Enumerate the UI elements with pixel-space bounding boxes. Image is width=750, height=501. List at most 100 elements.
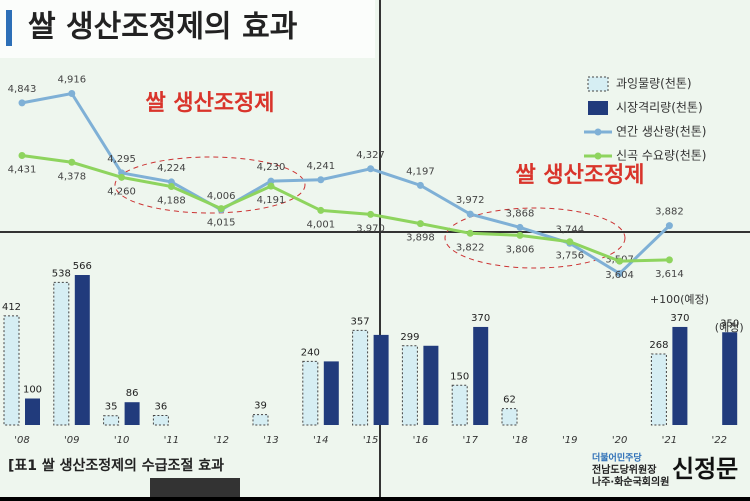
value-label: 357 bbox=[351, 316, 370, 327]
value-label: 4,327 bbox=[356, 150, 385, 161]
value-label: 4,224 bbox=[157, 163, 186, 174]
value-label: 4,431 bbox=[8, 164, 37, 175]
value-label: 4,241 bbox=[306, 161, 335, 172]
point bbox=[68, 158, 76, 166]
x-tick-label: '11 bbox=[164, 435, 179, 446]
point bbox=[516, 223, 524, 231]
bar bbox=[53, 281, 70, 426]
point bbox=[68, 90, 76, 98]
value-label: 3,972 bbox=[456, 195, 485, 206]
x-tick-label: '18 bbox=[512, 435, 527, 446]
value-label: 4,188 bbox=[157, 196, 186, 207]
annotation: (예정) bbox=[715, 321, 744, 334]
value-label: 370 bbox=[471, 313, 490, 324]
value-label: 86 bbox=[126, 388, 139, 399]
point bbox=[267, 177, 275, 185]
x-tick-label: '09 bbox=[64, 435, 79, 446]
value-label: 4,191 bbox=[257, 195, 286, 206]
bar bbox=[373, 334, 389, 425]
point bbox=[466, 229, 474, 237]
value-label: 3,604 bbox=[605, 270, 634, 281]
legend-swatch bbox=[594, 128, 602, 136]
annotation: 쌀 생산조정제 bbox=[515, 163, 644, 188]
sig-name: 신정문 bbox=[672, 455, 738, 483]
bar bbox=[401, 345, 418, 426]
value-label: 35 bbox=[105, 402, 118, 413]
x-tick-label: '08 bbox=[14, 435, 29, 446]
point bbox=[317, 206, 325, 214]
x-tick-label: '19 bbox=[562, 435, 577, 446]
point bbox=[616, 257, 624, 265]
point bbox=[665, 256, 673, 264]
point bbox=[18, 99, 26, 107]
chart-title: 쌀 생산조정제의 효과 bbox=[28, 10, 298, 45]
value-label: 4,230 bbox=[257, 162, 286, 173]
legend-label: 시장격리량(천톤) bbox=[616, 100, 703, 115]
value-label: 36 bbox=[155, 401, 168, 412]
point bbox=[616, 270, 624, 278]
bar bbox=[252, 414, 269, 426]
value-label: 4,006 bbox=[207, 191, 236, 202]
value-label: 3,744 bbox=[555, 224, 584, 235]
value-label: 4,197 bbox=[406, 166, 435, 177]
point bbox=[167, 183, 175, 191]
point bbox=[267, 182, 275, 190]
point bbox=[665, 222, 673, 230]
bar bbox=[302, 360, 319, 426]
value-label: 350 bbox=[720, 318, 739, 329]
x-tick-label: '21 bbox=[662, 435, 677, 446]
point bbox=[416, 220, 424, 228]
point bbox=[466, 210, 474, 218]
value-label: 566 bbox=[73, 261, 92, 272]
value-label: 62 bbox=[503, 395, 516, 406]
value-label: 3,614 bbox=[655, 269, 684, 280]
bar bbox=[323, 361, 339, 425]
point bbox=[367, 165, 375, 173]
value-label: 3,806 bbox=[506, 244, 535, 255]
legend-swatch bbox=[594, 152, 602, 160]
bar bbox=[124, 402, 140, 425]
x-tick-label: '15 bbox=[363, 435, 378, 446]
value-label: 3,970 bbox=[356, 223, 385, 234]
caption: [표1 쌀 생산조정제의 수급조절 효과 bbox=[8, 457, 224, 474]
bar bbox=[672, 326, 688, 425]
x-tick-label: '10 bbox=[114, 435, 129, 446]
value-label: 3,822 bbox=[456, 242, 485, 253]
line bbox=[21, 153, 670, 263]
legend-swatch bbox=[587, 76, 609, 92]
value-label: 240 bbox=[301, 347, 320, 358]
legend-swatch bbox=[588, 101, 608, 115]
x-tick-label: '20 bbox=[612, 435, 627, 446]
bar bbox=[501, 408, 518, 426]
legend-label: 신곡 수요량(천톤) bbox=[616, 148, 706, 163]
bar bbox=[650, 353, 667, 426]
value-label: 4,015 bbox=[207, 218, 236, 229]
title-bar bbox=[6, 10, 12, 46]
point bbox=[317, 176, 325, 184]
x-tick-label: '22 bbox=[711, 435, 726, 446]
point bbox=[217, 205, 225, 213]
point bbox=[118, 173, 126, 181]
annotation: +100(예정) bbox=[650, 293, 709, 306]
stand bbox=[150, 478, 240, 497]
x-tick-label: '12 bbox=[213, 435, 228, 446]
point bbox=[516, 231, 524, 239]
bar bbox=[3, 315, 20, 426]
bar bbox=[74, 275, 90, 425]
point bbox=[566, 238, 574, 246]
value-label: 4,001 bbox=[306, 219, 335, 230]
value-label: 4,916 bbox=[57, 75, 86, 86]
sig-office: 나주·화순국회의원 bbox=[592, 475, 669, 488]
value-label: 150 bbox=[450, 371, 469, 382]
sig-party: 더불어민주당 bbox=[592, 452, 642, 464]
value-label: 3,868 bbox=[506, 208, 535, 219]
x-tick-label: '13 bbox=[263, 435, 278, 446]
title-box bbox=[0, 0, 375, 58]
value-label: 39 bbox=[254, 401, 267, 412]
value-label: 3,756 bbox=[555, 251, 584, 262]
value-label: 299 bbox=[400, 332, 419, 343]
point bbox=[367, 210, 375, 218]
bar bbox=[25, 398, 40, 425]
legend-label: 연간 생산량(천톤) bbox=[616, 124, 706, 139]
